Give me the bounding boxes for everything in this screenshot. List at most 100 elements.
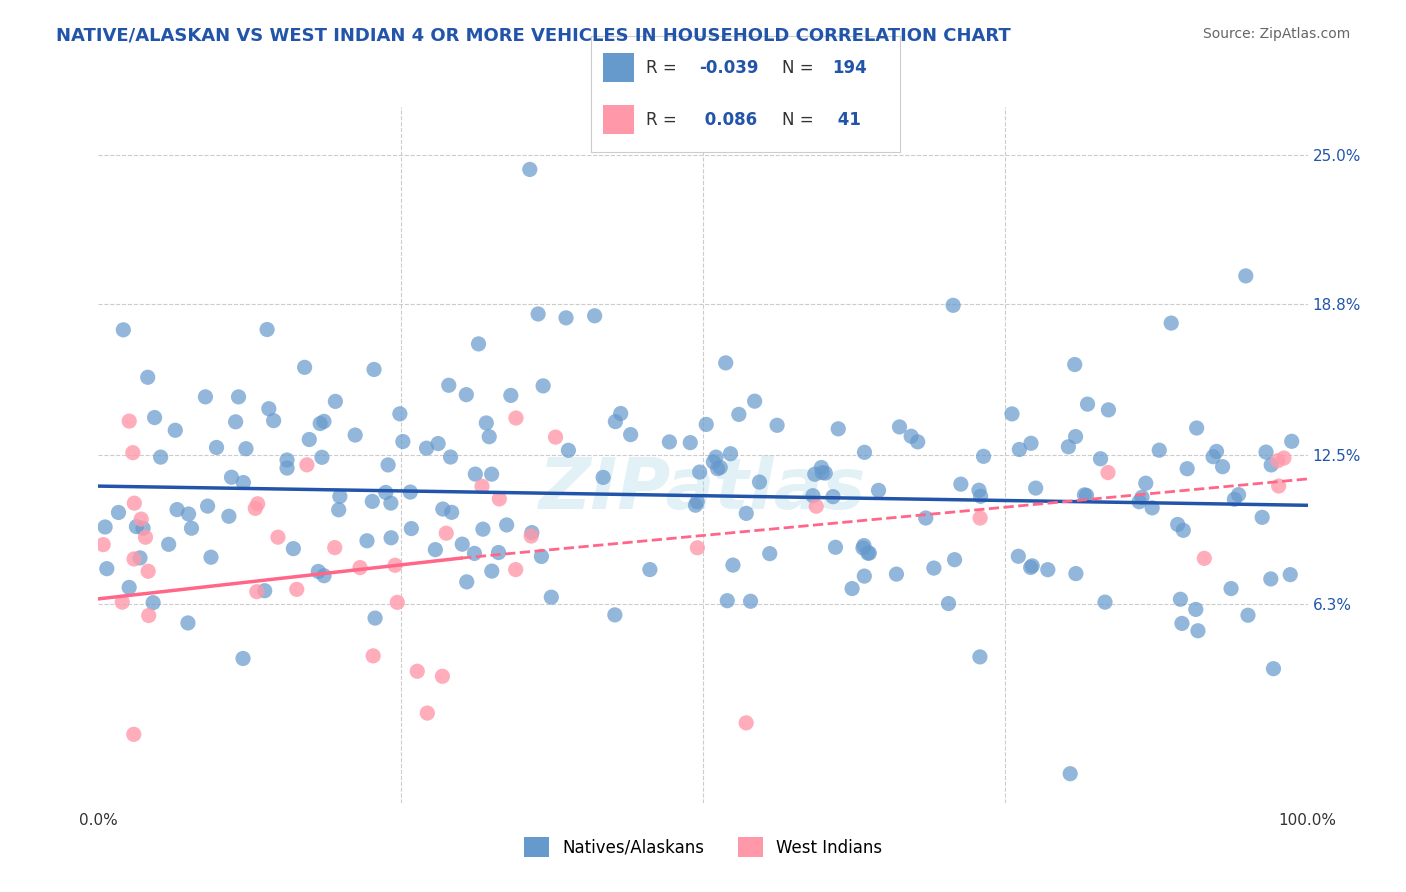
Natives/Alaskans: [456, 387, 478, 401]
Natives/Alaskans: [312, 568, 335, 582]
West Indians: [1267, 479, 1289, 493]
Natives/Alaskans: [218, 509, 240, 524]
Natives/Alaskans: [748, 475, 770, 489]
Natives/Alaskans: [727, 408, 749, 422]
Natives/Alaskans: [1073, 488, 1095, 502]
Natives/Alaskans: [1064, 429, 1087, 443]
Natives/Alaskans: [142, 596, 165, 610]
West Indians: [349, 560, 371, 574]
Natives/Alaskans: [821, 490, 844, 504]
Natives/Alaskans: [1019, 436, 1042, 450]
Natives/Alaskans: [1212, 459, 1234, 474]
Natives/Alaskans: [125, 519, 148, 533]
Natives/Alaskans: [1260, 458, 1282, 472]
Natives/Alaskans: [1128, 495, 1150, 509]
Natives/Alaskans: [112, 323, 135, 337]
Natives/Alaskans: [856, 546, 879, 560]
West Indians: [136, 564, 159, 578]
Natives/Alaskans: [451, 537, 474, 551]
Natives/Alaskans: [583, 309, 606, 323]
West Indians: [544, 430, 567, 444]
Natives/Alaskans: [758, 547, 780, 561]
Natives/Alaskans: [686, 494, 709, 508]
Natives/Alaskans: [118, 581, 141, 595]
Natives/Alaskans: [356, 533, 378, 548]
West Indians: [1097, 466, 1119, 480]
Natives/Alaskans: [177, 507, 200, 521]
Text: -0.039: -0.039: [699, 59, 758, 77]
Natives/Alaskans: [689, 465, 711, 479]
Natives/Alaskans: [889, 420, 911, 434]
Natives/Alaskans: [706, 461, 728, 475]
Natives/Alaskans: [740, 594, 762, 608]
West Indians: [471, 479, 494, 493]
Natives/Alaskans: [157, 537, 180, 551]
Natives/Alaskans: [380, 531, 402, 545]
West Indians: [138, 608, 160, 623]
Natives/Alaskans: [1223, 492, 1246, 507]
Text: N =: N =: [782, 112, 820, 129]
Natives/Alaskans: [495, 518, 517, 533]
Natives/Alaskans: [853, 569, 876, 583]
West Indians: [735, 715, 758, 730]
Natives/Alaskans: [325, 394, 347, 409]
Natives/Alaskans: [425, 542, 447, 557]
Natives/Alaskans: [309, 417, 332, 431]
Natives/Alaskans: [1220, 582, 1243, 596]
Natives/Alaskans: [221, 470, 243, 484]
Natives/Alaskans: [467, 337, 489, 351]
Natives/Alaskans: [107, 506, 129, 520]
Natives/Alaskans: [1160, 316, 1182, 330]
Natives/Alaskans: [253, 583, 276, 598]
Natives/Alaskans: [852, 539, 875, 553]
Natives/Alaskans: [1170, 592, 1192, 607]
West Indians: [488, 491, 510, 506]
Natives/Alaskans: [1021, 558, 1043, 573]
Natives/Alaskans: [432, 502, 454, 516]
Natives/Alaskans: [914, 511, 936, 525]
Natives/Alaskans: [149, 450, 172, 464]
Natives/Alaskans: [132, 521, 155, 535]
Natives/Alaskans: [276, 461, 298, 475]
Natives/Alaskans: [499, 388, 522, 402]
West Indians: [1194, 551, 1216, 566]
Natives/Alaskans: [949, 477, 972, 491]
Natives/Alaskans: [1059, 766, 1081, 780]
Natives/Alaskans: [852, 541, 875, 555]
Natives/Alaskans: [766, 418, 789, 433]
Natives/Alaskans: [388, 407, 411, 421]
Natives/Alaskans: [1263, 662, 1285, 676]
Natives/Alaskans: [307, 565, 329, 579]
Natives/Alaskans: [415, 441, 437, 455]
Natives/Alaskans: [967, 483, 990, 498]
Natives/Alaskans: [363, 362, 385, 376]
Natives/Alaskans: [197, 499, 219, 513]
Legend: Natives/Alaskans, West Indians: Natives/Alaskans, West Indians: [517, 830, 889, 864]
Natives/Alaskans: [298, 433, 321, 447]
Text: 0.086: 0.086: [699, 112, 756, 129]
Natives/Alaskans: [1185, 602, 1208, 616]
Natives/Alaskans: [481, 467, 503, 482]
West Indians: [387, 595, 409, 609]
Natives/Alaskans: [1281, 434, 1303, 449]
Natives/Alaskans: [531, 379, 554, 393]
Natives/Alaskans: [1175, 461, 1198, 475]
Natives/Alaskans: [942, 298, 965, 312]
Natives/Alaskans: [1167, 517, 1189, 532]
Natives/Alaskans: [814, 466, 837, 480]
Natives/Alaskans: [1187, 624, 1209, 638]
Natives/Alaskans: [938, 597, 960, 611]
Natives/Alaskans: [232, 475, 254, 490]
Natives/Alaskans: [294, 360, 316, 375]
West Indians: [267, 530, 290, 544]
West Indians: [505, 411, 527, 425]
Natives/Alaskans: [1140, 500, 1163, 515]
Natives/Alaskans: [638, 563, 661, 577]
Natives/Alaskans: [858, 546, 880, 560]
Natives/Alaskans: [1007, 549, 1029, 564]
Natives/Alaskans: [620, 427, 643, 442]
Natives/Alaskans: [276, 453, 298, 467]
Natives/Alaskans: [555, 310, 578, 325]
Natives/Alaskans: [922, 561, 945, 575]
Natives/Alaskans: [1135, 476, 1157, 491]
